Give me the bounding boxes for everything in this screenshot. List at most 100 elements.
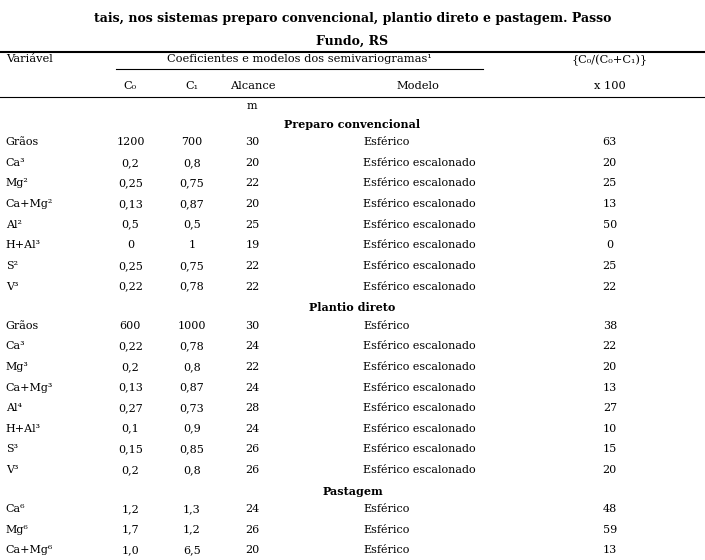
Text: 0,2: 0,2 <box>121 158 140 168</box>
Text: 24: 24 <box>245 382 259 393</box>
Text: Esférico escalonado: Esférico escalonado <box>363 424 476 433</box>
Text: Grãos: Grãos <box>6 137 39 147</box>
Text: Ca⁶: Ca⁶ <box>6 504 25 514</box>
Text: 0,25: 0,25 <box>118 179 143 189</box>
Text: 0,75: 0,75 <box>179 179 204 189</box>
Text: 13: 13 <box>603 199 617 209</box>
Text: 24: 24 <box>245 424 259 433</box>
Text: x 100: x 100 <box>594 81 626 91</box>
Text: 0,13: 0,13 <box>118 199 143 209</box>
Text: Mg²: Mg² <box>6 179 28 189</box>
Text: 13: 13 <box>603 382 617 393</box>
Text: 10: 10 <box>603 424 617 433</box>
Text: 1,2: 1,2 <box>183 525 201 535</box>
Text: 13: 13 <box>603 545 617 556</box>
Text: 0,25: 0,25 <box>118 261 143 271</box>
Text: 0,9: 0,9 <box>183 424 201 433</box>
Text: Variável: Variável <box>6 54 52 64</box>
Text: Preparo convencional: Preparo convencional <box>284 119 421 130</box>
Text: 22: 22 <box>245 179 259 189</box>
Text: Esférico escalonado: Esférico escalonado <box>363 179 476 189</box>
Text: S³: S³ <box>6 444 18 454</box>
Text: 19: 19 <box>245 240 259 250</box>
Text: Esférico: Esférico <box>363 137 410 147</box>
Text: 28: 28 <box>245 403 259 413</box>
Text: 1: 1 <box>188 240 195 250</box>
Text: 0,78: 0,78 <box>179 341 204 351</box>
Text: H+Al³: H+Al³ <box>6 240 41 250</box>
Text: Alcance: Alcance <box>230 81 275 91</box>
Text: V³: V³ <box>6 465 18 475</box>
Text: Esférico escalonado: Esférico escalonado <box>363 220 476 230</box>
Text: 20: 20 <box>245 199 259 209</box>
Text: Esférico: Esférico <box>363 525 410 535</box>
Text: 0,73: 0,73 <box>179 403 204 413</box>
Text: Ca+Mg²: Ca+Mg² <box>6 199 53 209</box>
Text: 700: 700 <box>181 137 202 147</box>
Text: Esférico escalonado: Esférico escalonado <box>363 465 476 475</box>
Text: Plantio direto: Plantio direto <box>309 302 396 313</box>
Text: C₁: C₁ <box>185 81 198 91</box>
Text: Ca+Mg³: Ca+Mg³ <box>6 382 53 393</box>
Text: Ca³: Ca³ <box>6 341 25 351</box>
Text: 30: 30 <box>245 321 259 330</box>
Text: 0,85: 0,85 <box>179 444 204 454</box>
Text: 0,13: 0,13 <box>118 382 143 393</box>
Text: 24: 24 <box>245 504 259 514</box>
Text: 63: 63 <box>603 137 617 147</box>
Text: 22: 22 <box>603 341 617 351</box>
Text: Esférico escalonado: Esférico escalonado <box>363 261 476 271</box>
Text: Mg³: Mg³ <box>6 362 28 372</box>
Text: 0,15: 0,15 <box>118 444 143 454</box>
Text: 0,5: 0,5 <box>183 220 201 230</box>
Text: Esférico escalonado: Esférico escalonado <box>363 341 476 351</box>
Text: Esférico escalonado: Esférico escalonado <box>363 199 476 209</box>
Text: 50: 50 <box>603 220 617 230</box>
Text: 0,78: 0,78 <box>179 282 204 292</box>
Text: Esférico escalonado: Esférico escalonado <box>363 362 476 372</box>
Text: 24: 24 <box>245 341 259 351</box>
Text: Al⁴: Al⁴ <box>6 403 22 413</box>
Text: 0,22: 0,22 <box>118 341 143 351</box>
Text: 0,8: 0,8 <box>183 362 201 372</box>
Text: 0,8: 0,8 <box>183 465 201 475</box>
Text: 1,2: 1,2 <box>121 504 140 514</box>
Text: 0,87: 0,87 <box>179 382 204 393</box>
Text: 0,1: 0,1 <box>121 424 140 433</box>
Text: 26: 26 <box>245 444 259 454</box>
Text: 1,0: 1,0 <box>121 545 140 556</box>
Text: 1200: 1200 <box>116 137 145 147</box>
Text: 0,8: 0,8 <box>183 158 201 168</box>
Text: 0,87: 0,87 <box>179 199 204 209</box>
Text: 22: 22 <box>245 282 259 292</box>
Text: 26: 26 <box>245 525 259 535</box>
Text: C₀: C₀ <box>124 81 137 91</box>
Text: 0,2: 0,2 <box>121 465 140 475</box>
Text: 25: 25 <box>245 220 259 230</box>
Text: 1000: 1000 <box>178 321 206 330</box>
Text: 27: 27 <box>603 403 617 413</box>
Text: 6,5: 6,5 <box>183 545 201 556</box>
Text: 25: 25 <box>603 179 617 189</box>
Text: S²: S² <box>6 261 18 271</box>
Text: Esférico escalonado: Esférico escalonado <box>363 444 476 454</box>
Text: m: m <box>247 101 258 111</box>
Text: Esférico escalonado: Esférico escalonado <box>363 240 476 250</box>
Text: 0: 0 <box>606 240 613 250</box>
Text: 0,75: 0,75 <box>179 261 204 271</box>
Text: 48: 48 <box>603 504 617 514</box>
Text: Esférico: Esférico <box>363 504 410 514</box>
Text: H+Al³: H+Al³ <box>6 424 41 433</box>
Text: 0,5: 0,5 <box>121 220 140 230</box>
Text: 26: 26 <box>245 465 259 475</box>
Text: 1,7: 1,7 <box>122 525 140 535</box>
Text: Al²: Al² <box>6 220 22 230</box>
Text: Esférico escalonado: Esférico escalonado <box>363 403 476 413</box>
Text: Pastagem: Pastagem <box>322 486 383 497</box>
Text: 0,27: 0,27 <box>118 403 143 413</box>
Text: V³: V³ <box>6 282 18 292</box>
Text: 600: 600 <box>120 321 141 330</box>
Text: 20: 20 <box>245 545 259 556</box>
Text: 22: 22 <box>245 362 259 372</box>
Text: 25: 25 <box>603 261 617 271</box>
